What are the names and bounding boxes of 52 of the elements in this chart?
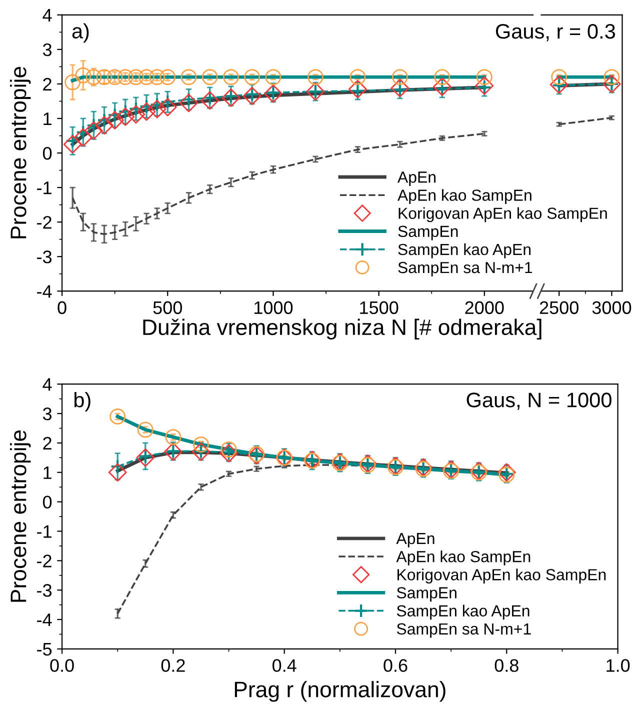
x-tick-label: 3000 bbox=[592, 301, 632, 314]
x-tick-label: 0.0 bbox=[50, 659, 74, 672]
y-tick-label: 4 bbox=[42, 9, 52, 22]
y-axis-title: Procene entropije bbox=[10, 66, 31, 238]
y-tick-label: -1 bbox=[37, 182, 52, 194]
annotation: Gaus, N = 1000 bbox=[466, 392, 612, 410]
annotation: b) bbox=[74, 392, 90, 412]
x-tick-label: 0.8 bbox=[494, 659, 518, 672]
y-tick-label: -4 bbox=[37, 285, 52, 298]
legend-label: SampEn kao ApEn bbox=[398, 243, 531, 258]
y-axis-title: Procene entropije bbox=[10, 430, 31, 602]
x-tick-label: 2000 bbox=[465, 301, 504, 314]
y-tick-label: 0 bbox=[42, 146, 52, 160]
legend-label: ApEn kao SampEn bbox=[396, 550, 530, 566]
y-tick-label: -3 bbox=[37, 250, 52, 264]
legend-label: SampEn bbox=[398, 226, 458, 240]
y-tick-label: 1 bbox=[44, 466, 52, 479]
legend-label: SampEn bbox=[396, 587, 456, 602]
y-tick-label: -5 bbox=[37, 643, 52, 656]
y-tick-label: -3 bbox=[37, 584, 52, 597]
x-tick-label: 1000 bbox=[254, 301, 293, 314]
legend-label: ApEn bbox=[397, 172, 436, 186]
y-tick-label: 2 bbox=[43, 78, 52, 90]
y-tick-label: -4 bbox=[37, 614, 52, 626]
annotation: Gaus, r = 0.3 bbox=[496, 24, 615, 42]
x-tick-label: 0.4 bbox=[272, 659, 296, 672]
y-tick-label: 4 bbox=[42, 378, 52, 391]
x-tick-label: 0.6 bbox=[384, 659, 408, 672]
y-tick-label: -1 bbox=[37, 525, 52, 538]
annotation: a) bbox=[72, 23, 89, 43]
legend-label: Korigovan ApEn kao SampEn bbox=[398, 568, 606, 584]
y-tick-label: 3 bbox=[42, 407, 52, 420]
legend-label: SampEn sa N-m+1 bbox=[396, 623, 531, 638]
legend-label: Korigovan ApEn kao SampEn bbox=[398, 207, 607, 222]
y-tick-label: 0 bbox=[42, 496, 52, 509]
y-tick-label: 1 bbox=[44, 112, 52, 126]
x-tick-label: 500 bbox=[153, 301, 182, 314]
x-tick-label: 0 bbox=[58, 301, 66, 314]
x-axis-title: Prag r (normalizovan) bbox=[234, 681, 446, 702]
y-tick-label: 3 bbox=[42, 43, 52, 56]
x-axis-title: Dužina vremenskog niza N [# odmeraka] bbox=[143, 318, 542, 340]
x-tick-label: 2500 bbox=[540, 301, 578, 314]
legend-label: SampEn kao ApEn bbox=[396, 604, 530, 620]
x-tick-label: 1.0 bbox=[606, 659, 630, 672]
legend-label: ApEn bbox=[396, 533, 434, 548]
x-tick-label: 0.2 bbox=[161, 659, 185, 672]
legend-label: SampEn sa N-m+1 bbox=[398, 262, 532, 276]
y-tick-label: -2 bbox=[37, 216, 52, 229]
x-tick-label: 1500 bbox=[360, 301, 398, 314]
y-tick-label: 2 bbox=[43, 436, 52, 450]
y-tick-label: -2 bbox=[37, 554, 52, 568]
legend-label: ApEn kao SampEn bbox=[397, 189, 532, 204]
